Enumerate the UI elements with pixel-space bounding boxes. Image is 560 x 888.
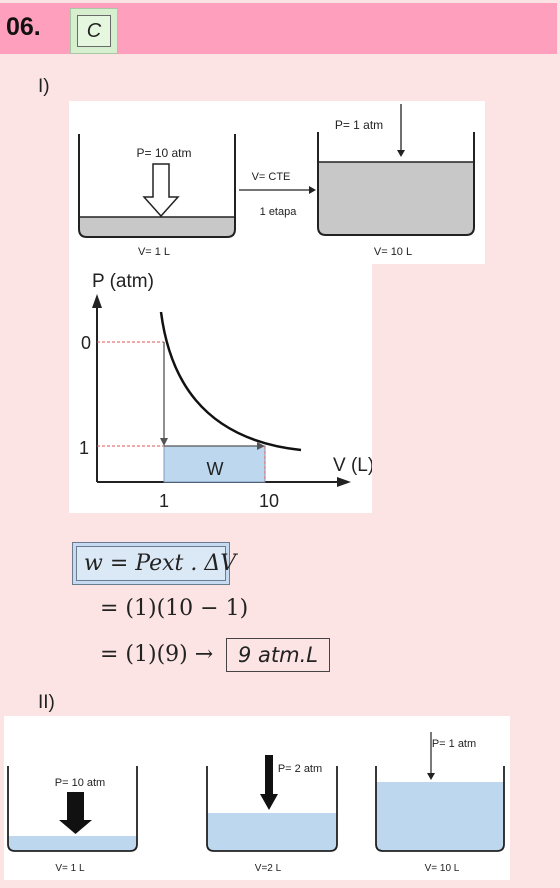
work-formula-box — [72, 542, 230, 585]
pressure-drop-arrow-icon — [160, 438, 168, 446]
y-axis-arrow-icon — [92, 294, 102, 308]
question-number: 06. — [6, 13, 41, 41]
medium-down-arrow-icon — [260, 755, 278, 810]
pv-graph-svg: P (atm) V (L) W 0 1 1 10 — [79, 271, 374, 511]
x-tick-right: 10 — [259, 491, 279, 511]
work-formula-inner — [76, 546, 226, 581]
thick-down-arrow-icon — [59, 792, 92, 834]
right-pressure-label: P= 1 atm — [335, 118, 383, 132]
thin-down-arrow-icon-2 — [427, 773, 435, 780]
work-substitution: = (1)(10 − 1) — [100, 596, 249, 621]
answer-box: C — [70, 8, 118, 54]
question-header: 06. C — [0, 3, 557, 54]
part-two-label: II) — [38, 692, 55, 713]
vessel-1-pressure: P= 10 atm — [55, 777, 105, 789]
three-stage-diagram: P= 10 atm V= 1 L P= 2 atm V=2 L P= 1 atm… — [4, 716, 510, 880]
vessel-2-liquid — [207, 813, 337, 851]
process-diagram: P= 10 atm V= 1 L V= CTE 1 etapa P= 1 atm… — [69, 101, 485, 264]
process-diagram-svg: P= 10 atm V= 1 L V= CTE 1 etapa P= 1 atm… — [78, 104, 475, 258]
pv-graph: P (atm) V (L) W 0 1 1 10 — [69, 264, 374, 513]
thin-down-arrow-icon — [397, 150, 405, 157]
work-formula: w = Pext . ΔV — [84, 551, 237, 576]
vessel-2 — [206, 766, 338, 852]
work-area — [163, 445, 266, 483]
vessel-3-liquid — [376, 782, 504, 851]
work-result-line: = (1)(9) → — [100, 642, 214, 667]
x-axis-label: V (L) — [333, 455, 372, 476]
process-arrow-icon — [309, 186, 316, 194]
vessel-1-liquid — [8, 836, 137, 851]
answer-letter: C — [77, 15, 111, 47]
vessel-2-volume: V=2 L — [255, 863, 282, 874]
y-tick-top: 0 — [81, 333, 91, 353]
right-volume-label: V= 10 L — [374, 246, 412, 258]
vessel-1 — [7, 766, 138, 852]
y-tick-bottom: 1 — [79, 438, 89, 458]
work-area-label: W — [207, 459, 224, 479]
right-liquid — [318, 162, 474, 235]
vessel-2-pressure: P= 2 atm — [278, 763, 322, 775]
x-tick-left: 1 — [159, 491, 169, 511]
left-volume-label: V= 1 L — [138, 246, 170, 258]
work-result: 9 atm.L — [226, 638, 330, 672]
vessel-1-volume: V= 1 L — [55, 863, 85, 874]
left-pressure-label: P= 10 atm — [136, 146, 191, 160]
process-top-label: V= CTE — [252, 171, 291, 183]
vessel-3 — [375, 766, 505, 852]
y-axis-label: P (atm) — [92, 271, 154, 292]
three-stage-svg: P= 10 atm V= 1 L P= 2 atm V=2 L P= 1 atm… — [7, 732, 505, 874]
vessel-3-volume: V= 10 L — [425, 863, 460, 874]
right-vessel — [317, 132, 475, 236]
vessel-3-pressure: P= 1 atm — [432, 738, 476, 750]
isotherm-curve — [159, 311, 302, 452]
part-one-label: I) — [38, 76, 50, 97]
hollow-down-arrow-icon — [142, 163, 180, 218]
left-vessel — [78, 134, 236, 238]
expansion-arrow-icon — [257, 442, 265, 450]
x-axis-arrow-icon — [337, 477, 351, 487]
left-liquid — [79, 217, 235, 237]
process-bottom-label: 1 etapa — [260, 206, 298, 218]
